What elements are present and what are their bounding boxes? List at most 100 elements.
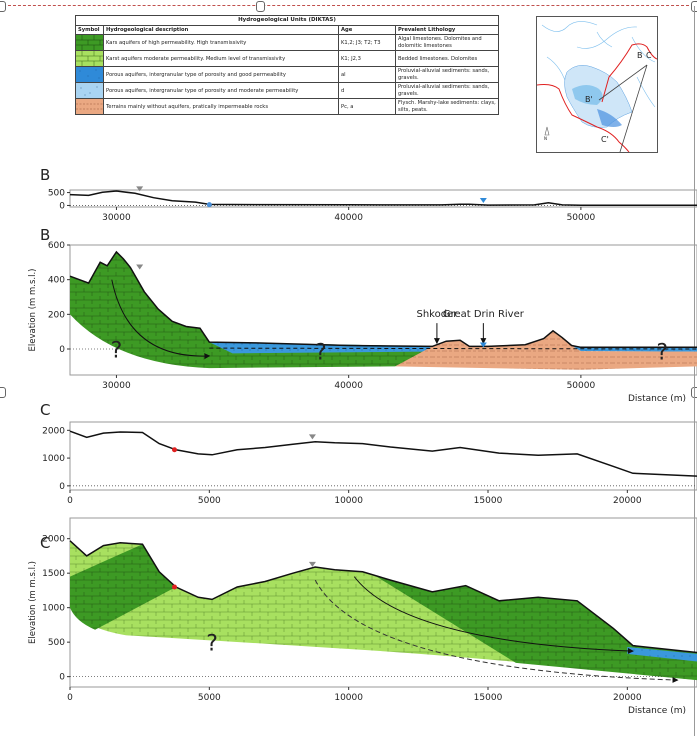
- x-tick-label: 40000: [334, 381, 363, 391]
- panel-label: C: [40, 401, 50, 419]
- panel-label: B: [40, 226, 50, 244]
- x-tick-label: 50000: [567, 213, 596, 223]
- y-tick-label: 400: [48, 276, 65, 286]
- legend-swatch-light-blue: [75, 82, 104, 100]
- unit-karst-high-permeability: [70, 251, 433, 369]
- legend-swatch-light-green: [75, 50, 104, 68]
- chart-B-section: B 30000 40000 50000 0 200 400 600 Distance (m) El…: [28, 226, 697, 404]
- y-tick-label: 2000: [42, 535, 65, 545]
- y-tick-label: 0: [59, 201, 65, 211]
- location-annotation: Great Drin River: [443, 309, 525, 320]
- resize-handle-top-left[interactable]: [0, 1, 6, 12]
- unit-porous-good-permeability: [209, 342, 433, 354]
- x-tick-label: 20000: [613, 496, 642, 506]
- location-marker: [172, 584, 177, 590]
- map-border-north: [601, 43, 657, 103]
- y-tick-label: 500: [48, 189, 65, 199]
- y-tick-label: 2000: [42, 426, 65, 436]
- map-label-b: B: [637, 51, 643, 60]
- chart-C-overview: C 0 5000 10000 15000 20000 0 1000 2000: [40, 401, 697, 506]
- x-tick-label: 15000: [474, 496, 503, 506]
- x-tick-label: 0: [67, 496, 73, 506]
- x-axis-label: Distance (m): [628, 394, 686, 404]
- y-tick-label: 500: [48, 638, 65, 648]
- chart-C-section: C 0 5000 10000 15000 20000 0 500 1000 1500 2000 Dis…: [28, 517, 697, 716]
- legend-lithology: Flysch. Marshy-lake sediments: clays, si…: [395, 98, 499, 116]
- location-marker: [206, 202, 212, 208]
- ground-surface-line: [69, 250, 697, 349]
- unit-karst-high-permeability: [70, 544, 176, 630]
- x-axis-label: Distance (m): [628, 706, 686, 716]
- legend-description: Terrains mainly without aquifers, pratic…: [103, 98, 339, 116]
- map-label-c-prime: C': [601, 135, 609, 144]
- unit-porous-good-permeability: [627, 646, 697, 662]
- y-tick-label: 200: [48, 310, 65, 320]
- legend-age: Pc, a: [338, 98, 396, 116]
- map-river-delta: [597, 109, 622, 127]
- flow-path-arrow: [353, 576, 634, 654]
- unknown-extent-mark: ?: [315, 340, 327, 365]
- y-tick-label: 1000: [42, 604, 65, 614]
- x-tick-label: 50000: [567, 381, 596, 391]
- location-marker: [172, 447, 177, 453]
- legend-title: Hydrogeological Units (DIKTAS): [75, 15, 499, 26]
- x-tick-label: 5000: [198, 693, 221, 703]
- water-table-marker: [308, 434, 316, 440]
- map-north-label: N: [544, 136, 547, 141]
- map-label-c: C: [646, 51, 652, 60]
- y-tick-label: 1000: [42, 454, 65, 464]
- map-section-line-c: [619, 64, 648, 152]
- panel-label: B: [40, 166, 50, 184]
- x-tick-label: 5000: [198, 496, 221, 506]
- x-tick-label: 30000: [102, 381, 131, 391]
- north-arrow-icon: [544, 126, 550, 136]
- unknown-extent-mark: ?: [656, 340, 668, 365]
- map-section-line-b: [598, 64, 648, 101]
- legend-row: Porous aquifers, intergranular type of p…: [75, 82, 499, 100]
- map-border-south: [537, 84, 630, 152]
- map-label-b-prime: B': [585, 95, 593, 104]
- water-table-marker: [308, 561, 316, 567]
- y-tick-label: 0: [59, 345, 65, 355]
- x-tick-label: 20000: [613, 693, 642, 703]
- map-lake: [572, 85, 603, 105]
- water-table-marker: [136, 264, 144, 270]
- y-axis-label: Elevation (m m.s.l.): [28, 269, 38, 352]
- x-tick-label: 10000: [334, 496, 363, 506]
- y-tick-label: 600: [48, 241, 65, 251]
- unknown-extent-mark: ?: [111, 339, 123, 364]
- plot-frame: [69, 189, 697, 208]
- y-tick-label: 0: [59, 482, 65, 492]
- river-marker: [479, 197, 487, 203]
- river-marker: [479, 342, 487, 348]
- x-tick-label: 40000: [334, 213, 363, 223]
- water-table-line: [209, 347, 697, 350]
- legend-table: Hydrogeological Units (DIKTAS) Symbol Hy…: [75, 15, 499, 116]
- unknown-extent-mark: ?: [206, 631, 218, 656]
- x-tick-label: 30000: [102, 213, 131, 223]
- resize-handle-top-center[interactable]: [256, 1, 265, 12]
- x-tick-label: 15000: [474, 693, 503, 703]
- flow-path-arrow: [111, 279, 211, 360]
- unit-flysch-impermeable: [395, 330, 697, 370]
- ground-surface-line: [69, 540, 697, 654]
- location-annotation: Shkoder: [416, 309, 458, 320]
- resize-handle-middle-left[interactable]: [0, 387, 6, 398]
- map-drawing: [537, 21, 657, 152]
- x-tick-label: 0: [67, 693, 73, 703]
- elevation-profile-line: [69, 430, 697, 477]
- chart-B-overview: B 30000 40000 50000 0 500: [40, 166, 697, 223]
- location-map: B C B' C' N: [536, 16, 658, 153]
- image-frame-edge: [694, 6, 695, 736]
- elevation-profile-line: [69, 190, 697, 206]
- deep-flow-path-arrow: [314, 579, 679, 683]
- plot-frame: [69, 421, 697, 491]
- legend-row: Terrains mainly without aquifers, pratic…: [75, 98, 499, 116]
- y-tick-label: 1500: [42, 569, 65, 579]
- y-tick-label: 0: [59, 673, 65, 683]
- legend-row: Kars aquifers of high permeability. High…: [75, 34, 499, 52]
- x-tick-label: 10000: [334, 693, 363, 703]
- legend-swatch-salmon: [75, 98, 104, 116]
- selection-border: [3, 5, 694, 6]
